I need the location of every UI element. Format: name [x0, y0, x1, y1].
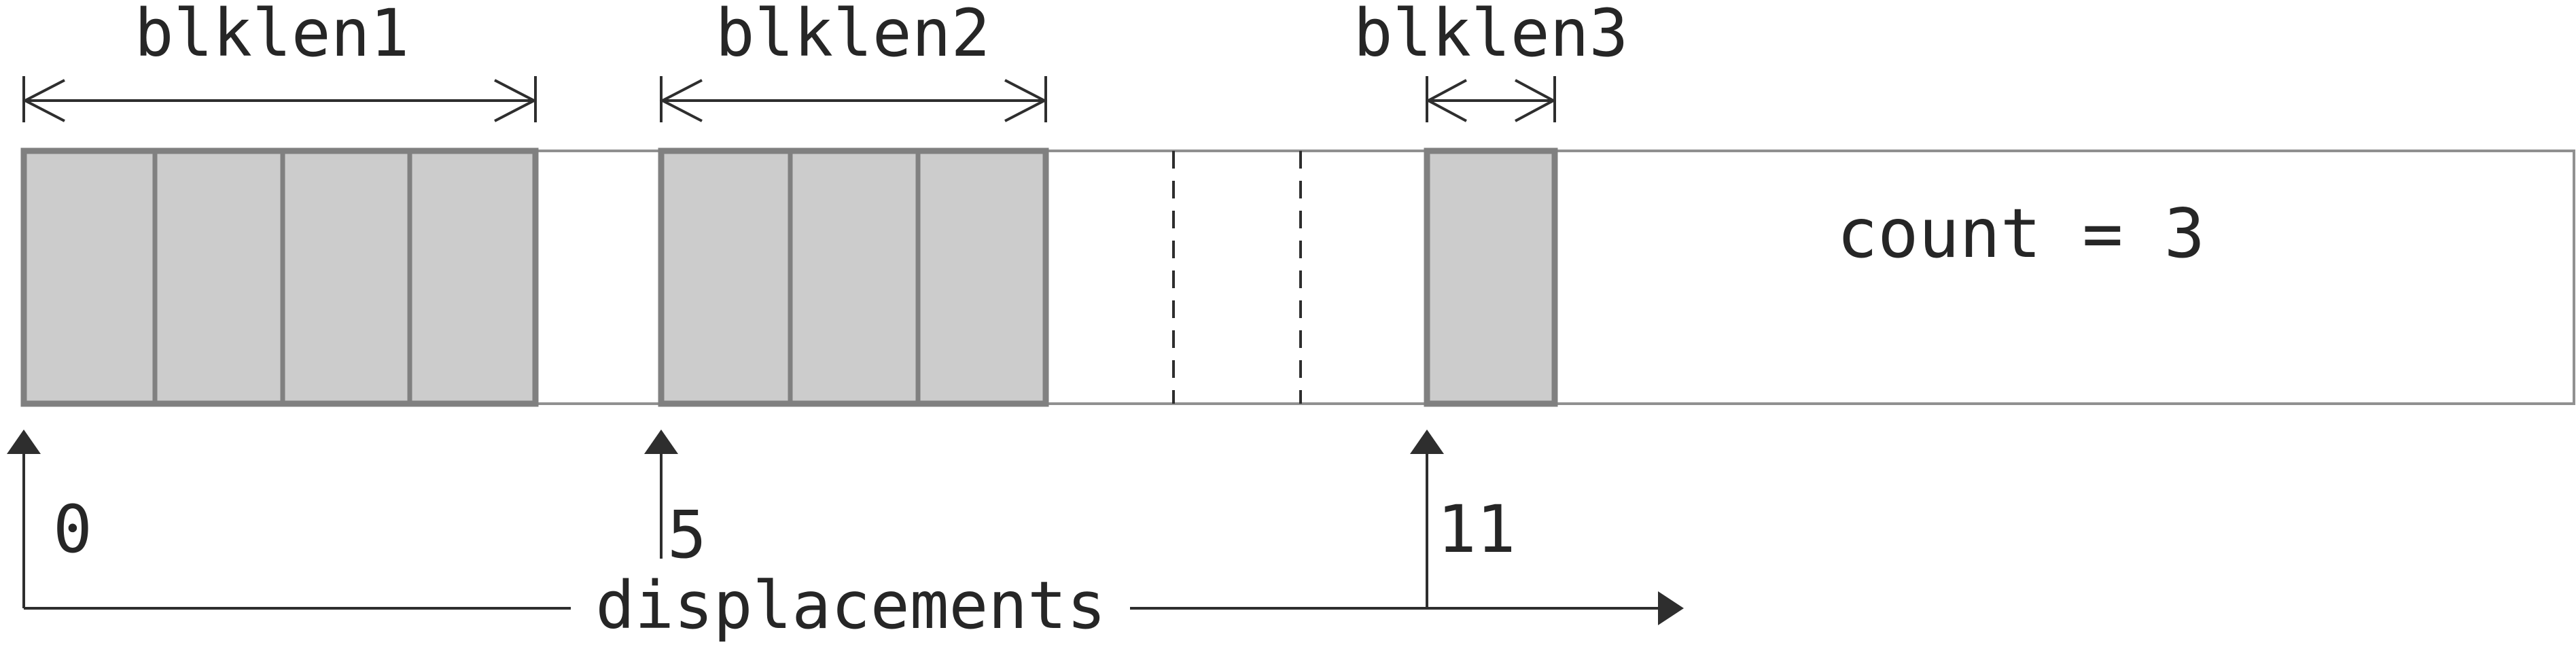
- blklen2-arrowhead-left: [659, 79, 703, 122]
- block-2-fill: [658, 147, 1049, 407]
- block-1-fill: [20, 147, 539, 407]
- blklen1-arrowhead-left: [22, 79, 65, 122]
- blklen2-arrowhead-right: [1004, 79, 1048, 122]
- displacement-value-0: 0: [53, 491, 92, 567]
- block-group-3: [1424, 147, 1558, 407]
- displacements-axis-arrowhead: [1658, 591, 1684, 625]
- displacement-value-11: 11: [1437, 491, 1516, 567]
- blklen1-label: blklen1: [135, 0, 410, 71]
- blklen1-arrowhead-right: [494, 79, 537, 122]
- blklen3-arrowhead-left: [1425, 79, 1467, 122]
- block-group-2: [658, 147, 1049, 407]
- displacement-pointer-5-arrowhead: [644, 430, 678, 454]
- count-label: count = 3: [1837, 194, 2205, 273]
- blklen3-label: blklen3: [1354, 0, 1629, 71]
- displacements-axis-label: displacements: [595, 567, 1106, 644]
- blklen3-arrowhead-right: [1515, 79, 1557, 122]
- block-group-1: [20, 147, 539, 407]
- displacement-pointer-11-arrowhead: [1410, 430, 1444, 454]
- blklen2-label: blklen2: [716, 0, 991, 71]
- displacement-pointer-0-arrowhead: [7, 430, 41, 454]
- displacement-value-5: 5: [667, 497, 707, 573]
- block-3-fill: [1424, 147, 1558, 407]
